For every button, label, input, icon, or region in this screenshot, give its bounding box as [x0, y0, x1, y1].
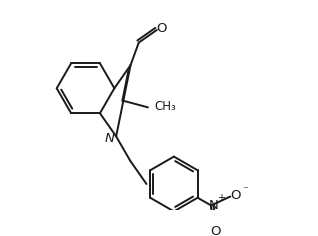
- Text: N: N: [209, 199, 218, 212]
- Text: N: N: [105, 132, 115, 145]
- Text: +: +: [217, 194, 225, 203]
- Text: O: O: [231, 189, 241, 202]
- Text: ⁻: ⁻: [242, 185, 248, 195]
- Text: O: O: [211, 225, 221, 236]
- Text: O: O: [157, 22, 167, 35]
- Text: CH₃: CH₃: [154, 100, 176, 113]
